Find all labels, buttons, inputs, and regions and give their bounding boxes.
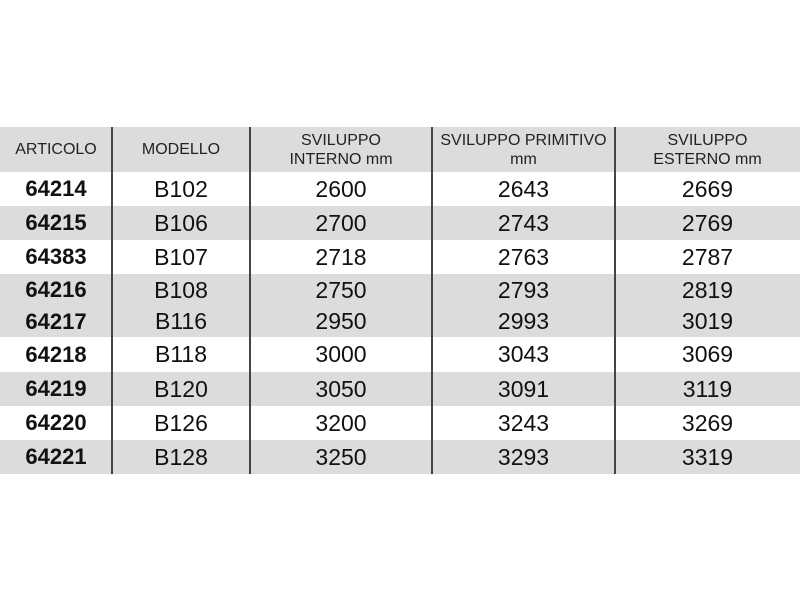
- cell-sviluppo-primitivo: 2763: [497, 243, 550, 270]
- cell-sviluppo-interno: 2950: [315, 308, 367, 334]
- cell-sviluppo-interno: 2718: [315, 243, 367, 270]
- cell-articolo: 64218: [25, 341, 87, 367]
- header-text: ARTICOLO: [15, 141, 97, 158]
- cell-modello: B128: [154, 443, 208, 470]
- cell-articolo: 64220: [25, 410, 87, 435]
- cell-sviluppo-interno: 2600: [315, 175, 367, 202]
- cell-sviluppo-esterno: 2819: [681, 276, 734, 303]
- cell-modello: B116: [154, 308, 207, 334]
- cell-articolo: 64214: [25, 176, 87, 201]
- cell-sviluppo-primitivo: 3243: [497, 409, 550, 436]
- cell-modello: B107: [154, 243, 208, 270]
- cell-sviluppo-primitivo: 2793: [497, 276, 550, 303]
- cell-sviluppo-interno: 3250: [315, 443, 367, 470]
- table-row: 64216 B108 2750 2793 2819: [0, 274, 800, 306]
- cell-sviluppo-primitivo: 3091: [497, 375, 550, 402]
- column-divider: [431, 127, 433, 474]
- header-text: MODELLO: [141, 141, 221, 158]
- cell-sviluppo-interno: 3000: [315, 341, 367, 367]
- cell-articolo: 64383: [25, 244, 87, 269]
- table-row: 64218 B118 3000 3043 3069: [0, 337, 800, 372]
- cell-sviluppo-esterno: 3019: [681, 308, 734, 334]
- table-row: 64217 B116 2950 2993 3019: [0, 306, 800, 337]
- cell-sviluppo-esterno: 2787: [681, 243, 734, 270]
- cell-sviluppo-interno: 3050: [315, 375, 367, 402]
- cell-sviluppo-interno: 2750: [315, 276, 367, 303]
- header-text: ESTERNO mm: [653, 150, 762, 168]
- cell-sviluppo-primitivo: 2643: [497, 175, 550, 202]
- cell-sviluppo-esterno: 2669: [681, 175, 734, 202]
- table-row: 64220 B126 3200 3243 3269: [0, 406, 800, 440]
- cell-articolo: 64216: [25, 277, 87, 302]
- header-text: SVILUPPO: [300, 131, 381, 149]
- header-text: INTERNO mm: [289, 150, 393, 168]
- row-band: [0, 372, 800, 406]
- cell-articolo: 64221: [25, 444, 87, 469]
- cell-sviluppo-esterno: 3319: [681, 443, 734, 470]
- cell-sviluppo-esterno: 2769: [681, 209, 734, 236]
- row-band: [0, 440, 800, 474]
- header-text: mm: [510, 150, 537, 168]
- cell-articolo: 64217: [25, 308, 87, 334]
- cell-modello: B120: [154, 375, 208, 402]
- cell-sviluppo-interno: 3200: [315, 409, 367, 436]
- table-row: 64214 B102 2600 2643 2669: [0, 172, 800, 206]
- cell-sviluppo-primitivo: 3293: [497, 443, 550, 470]
- header-row: ARTICOLO MODELLO SVILUPPO INTERNO mm SVIL…: [0, 127, 800, 172]
- row-band: [0, 206, 800, 240]
- header-text: SVILUPPO: [667, 131, 748, 149]
- cell-sviluppo-primitivo: 3043: [497, 341, 550, 367]
- column-divider: [249, 127, 251, 474]
- cell-sviluppo-interno: 2700: [315, 209, 367, 236]
- column-divider: [111, 127, 113, 474]
- header-text: SVILUPPO PRIMITIVO: [440, 131, 607, 149]
- table-row: 64219 B120 3050 3091 3119: [0, 372, 800, 406]
- cell-modello: B108: [154, 276, 208, 303]
- table-row: 64383 B107 2718 2763 2787: [0, 240, 800, 274]
- cell-sviluppo-primitivo: 2743: [497, 209, 550, 236]
- header-articolo: ARTICOLO: [0, 127, 112, 172]
- cell-modello: B106: [154, 209, 208, 236]
- header-band: [0, 127, 800, 172]
- cell-articolo: 64219: [25, 376, 87, 401]
- table-row: 64215 B106 2700 2743 2769: [0, 206, 800, 240]
- cell-modello: B102: [154, 175, 208, 202]
- column-divider: [614, 127, 616, 474]
- header-sviluppo-interno: SVILUPPO INTERNO mm: [250, 127, 432, 172]
- cell-modello: B126: [154, 409, 208, 436]
- cell-sviluppo-esterno: 3069: [681, 341, 734, 367]
- header-modello: MODELLO: [112, 127, 250, 172]
- cell-sviluppo-esterno: 3119: [682, 375, 733, 402]
- table-row: 64221 B128 3250 3293 3319: [0, 440, 800, 474]
- cell-sviluppo-esterno: 3269: [681, 409, 734, 436]
- cell-modello: B118: [154, 341, 207, 367]
- header-sviluppo-primitivo: SVILUPPO PRIMITIVO mm: [432, 127, 615, 172]
- row-band: [0, 274, 800, 337]
- cell-sviluppo-primitivo: 2993: [497, 308, 550, 334]
- cell-articolo: 64215: [25, 210, 87, 235]
- header-sviluppo-esterno: SVILUPPO ESTERNO mm: [615, 127, 800, 172]
